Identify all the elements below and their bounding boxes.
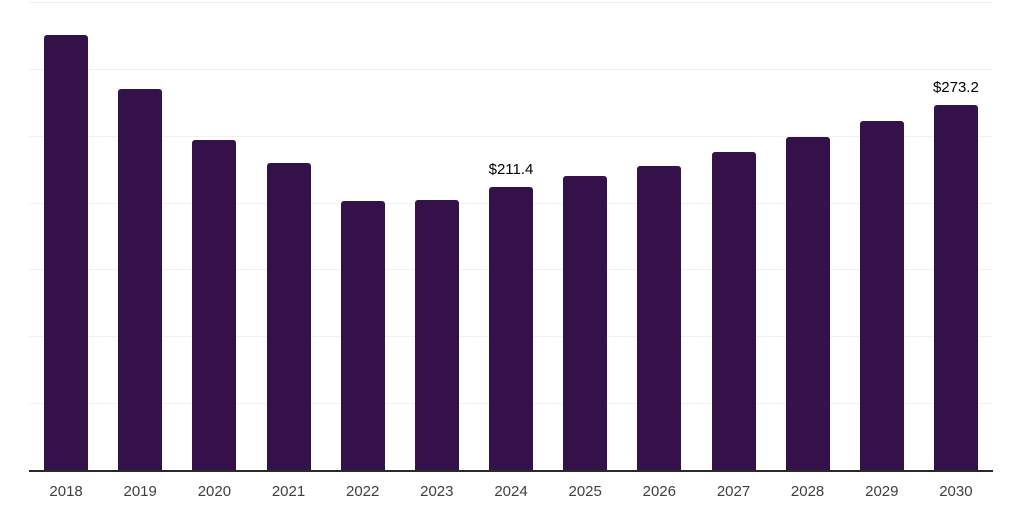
bar-2026 [637,165,682,470]
x-tick-label-2025: 2025 [568,483,602,500]
bar-2021 [266,163,311,470]
x-axis-line [29,470,993,472]
x-tick-label-2028: 2028 [790,483,825,500]
x-tick-label-2019: 2019 [123,483,157,500]
x-tick-label-2023: 2023 [420,483,454,500]
x-tick-label-2022: 2022 [346,483,380,500]
x-tick-label-2018: 2018 [49,483,83,500]
gridline [29,69,993,70]
x-tick-label-2024: 2024 [494,483,528,500]
bar-2025 [563,176,608,470]
x-tick-label-2026: 2026 [642,483,676,500]
bar-2024 [489,187,533,470]
bar-2029 [859,121,904,470]
value-label-2030: $273.2 [932,78,979,96]
value-label-2024: $211.4 [488,161,534,179]
bar-2019 [118,89,163,470]
bar-2018 [44,35,89,470]
gridline [29,2,993,3]
x-tick-label-2030: 2030 [939,483,973,500]
bar-2022 [340,200,385,470]
bar-2023 [414,200,459,470]
x-tick-label-2021: 2021 [271,483,306,500]
bar-2020 [192,140,237,470]
x-tick-label-2029: 2029 [865,483,899,500]
x-tick-label-2027: 2027 [716,483,751,500]
bar-2027 [711,152,756,470]
bar-2028 [785,137,830,470]
bar-2030 [933,104,978,470]
x-tick-label-2020: 2020 [197,483,232,500]
gridline [29,136,993,137]
